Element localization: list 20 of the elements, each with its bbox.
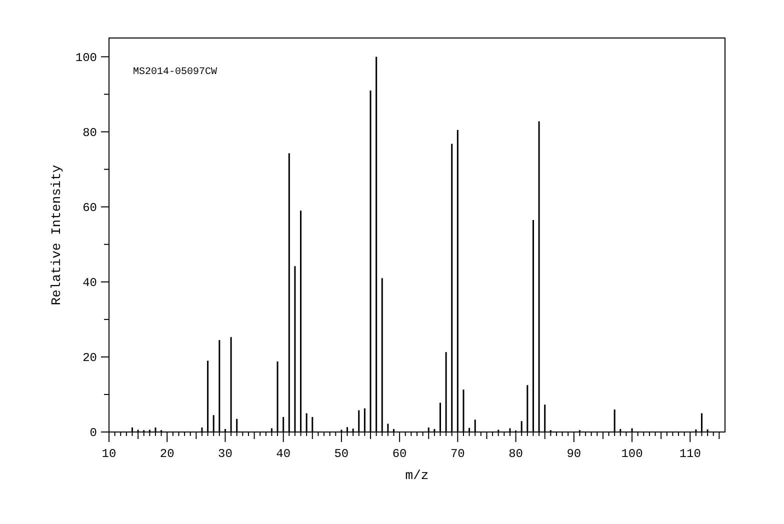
x-tick-label: 90 [566, 447, 582, 461]
x-tick-label: 50 [334, 447, 349, 461]
y-tick-label: 60 [82, 200, 97, 215]
x-tick-label: 80 [508, 447, 523, 461]
x-tick-label: 20 [160, 447, 174, 461]
y-tick-label: 100 [75, 50, 97, 65]
x-tick-label: 30 [218, 447, 232, 461]
annotation: MS2014-05097CW [133, 67, 218, 78]
x-tick-label: 70 [450, 447, 465, 461]
y-axis-title: Relative Intensity [49, 164, 64, 306]
x-axis-title: m/z [405, 468, 429, 483]
x-tick-label: 60 [392, 447, 407, 461]
x-tick-label: 40 [276, 447, 291, 461]
y-tick-label: 80 [82, 126, 97, 140]
y-tick-label: 20 [82, 350, 97, 365]
y-tick-label: 0 [90, 426, 97, 440]
x-tick-label: 110 [679, 447, 701, 461]
x-tick-label: 10 [102, 447, 116, 461]
y-tick-label: 40 [82, 276, 97, 290]
x-tick-label: 100 [621, 447, 643, 461]
